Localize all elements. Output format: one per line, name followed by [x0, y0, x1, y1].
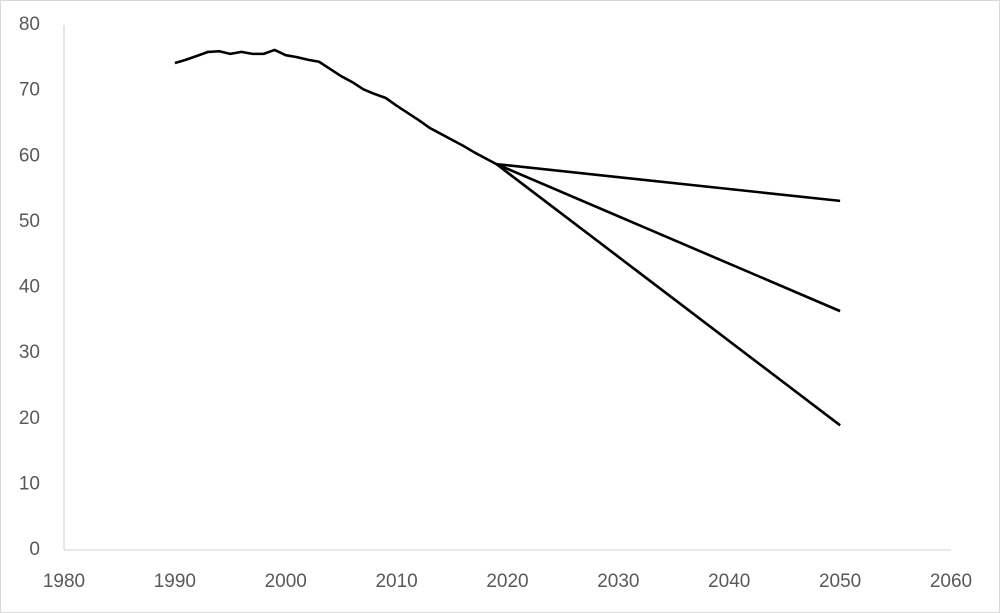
y-tick-label: 40	[19, 277, 40, 298]
y-tick-label: 10	[19, 473, 40, 494]
series-line	[495, 163, 841, 427]
x-tick-label: 2000	[265, 571, 307, 592]
x-tick-label: 2060	[930, 571, 972, 592]
x-tick-label: 2010	[375, 571, 417, 592]
y-tick-label: 60	[19, 145, 40, 166]
x-tick-label: 1990	[154, 571, 196, 592]
series-line	[496, 162, 841, 203]
x-tick-label: 2030	[597, 571, 639, 592]
y-tick-label: 80	[19, 14, 40, 35]
x-tick-label: 2020	[486, 571, 528, 592]
y-tick-label: 0	[29, 539, 40, 560]
x-tick-label: 1980	[43, 571, 85, 592]
x-tick-label: 2040	[708, 571, 750, 592]
y-tick-label: 50	[19, 211, 40, 232]
y-tick-label: 70	[19, 80, 40, 101]
x-tick-label: 2050	[819, 571, 861, 592]
y-tick-label: 20	[19, 408, 40, 429]
series-line	[174, 48, 498, 166]
series-line	[495, 162, 841, 313]
y-tick-label: 30	[19, 342, 40, 363]
